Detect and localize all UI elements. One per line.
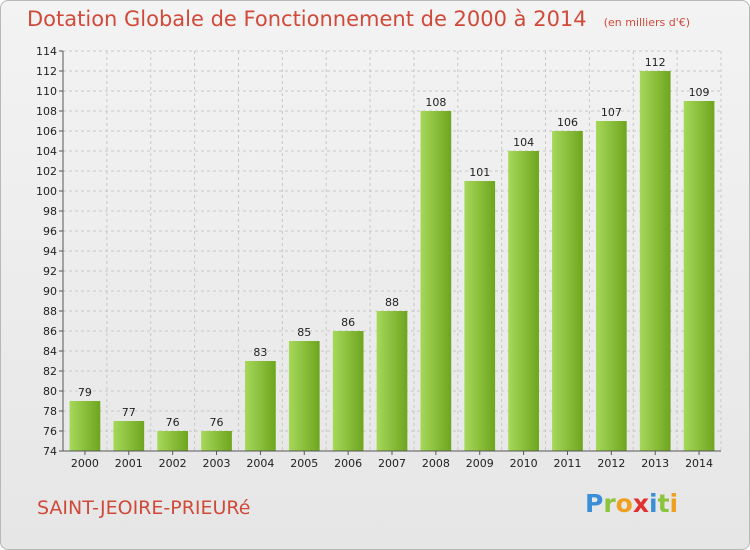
place-name: SAINT-JEOIRE-PRIEURé	[37, 497, 251, 519]
y-tick-label: 96	[43, 225, 57, 238]
data-label: 79	[78, 386, 92, 399]
y-tick-label: 90	[43, 285, 57, 298]
bar	[69, 401, 101, 451]
x-tick-label: 2001	[115, 457, 143, 470]
brand-letter: t	[657, 489, 670, 518]
bar	[376, 311, 408, 451]
x-tick-label: 2011	[553, 457, 581, 470]
bar	[288, 341, 320, 451]
bar	[464, 181, 496, 451]
data-label: 86	[341, 316, 355, 329]
y-tick-label: 76	[43, 425, 57, 438]
data-label: 76	[210, 416, 224, 429]
bar	[113, 421, 145, 451]
x-tick-label: 2014	[685, 457, 713, 470]
x-tick-label: 2006	[334, 457, 362, 470]
title-row: Dotation Globale de Fonctionnement de 20…	[27, 7, 690, 31]
x-tick-label: 2003	[203, 457, 231, 470]
data-label: 107	[601, 106, 622, 119]
x-tick-label: 2009	[466, 457, 494, 470]
y-tick-label: 74	[43, 445, 57, 458]
x-tick-label: 2012	[597, 457, 625, 470]
y-tick-label: 106	[36, 125, 57, 138]
brand-letter: o	[615, 489, 633, 518]
axes	[59, 50, 721, 455]
y-tick-label: 78	[43, 405, 57, 418]
data-label: 112	[645, 56, 666, 69]
y-tick-label: 102	[36, 165, 57, 178]
bars	[69, 71, 715, 451]
data-label: 77	[122, 406, 136, 419]
y-tick-label: 108	[36, 105, 57, 118]
y-tick-label: 98	[43, 205, 57, 218]
data-label: 104	[513, 136, 534, 149]
data-label: 101	[469, 166, 490, 179]
data-label: 76	[166, 416, 180, 429]
x-tick-label: 2013	[641, 457, 669, 470]
data-label: 85	[297, 326, 311, 339]
chart-subtitle: (en milliers d'€)	[603, 16, 691, 29]
brand-letter: i	[649, 489, 658, 518]
y-tick-label: 92	[43, 265, 57, 278]
y-tick-label: 88	[43, 305, 57, 318]
data-label: 88	[385, 296, 399, 309]
x-tick-label: 2008	[422, 457, 450, 470]
data-label: 108	[425, 96, 446, 109]
bar	[420, 111, 452, 451]
y-tick-label: 100	[36, 185, 57, 198]
x-tick-label: 2010	[510, 457, 538, 470]
brand-letter: r	[603, 489, 616, 518]
brand-letter: i	[669, 489, 679, 518]
brand-letter: P	[585, 489, 604, 518]
y-tick-label: 94	[43, 245, 57, 258]
data-label: 106	[557, 116, 578, 129]
x-tick-label: 2007	[378, 457, 406, 470]
labels: 74 76 78 80 82 84 86 88 90 92 94 96 98 100 102 104 106 10…	[36, 45, 713, 470]
y-tick-label: 114	[36, 45, 57, 58]
bar	[245, 361, 276, 451]
bar	[639, 71, 671, 451]
bar	[508, 151, 539, 451]
x-tick-label: 2000	[71, 457, 99, 470]
y-tick-label: 110	[36, 85, 57, 98]
y-tick-label: 80	[43, 385, 57, 398]
bar	[595, 121, 627, 451]
bar	[332, 331, 364, 451]
bar	[201, 431, 232, 451]
bar	[157, 431, 189, 451]
brand-letter: x	[632, 489, 649, 518]
brand-logo: Proxiti	[585, 489, 678, 518]
x-tick-label: 2004	[246, 457, 274, 470]
data-label: 109	[689, 86, 710, 99]
chart-title: Dotation Globale de Fonctionnement de 20…	[27, 7, 587, 31]
y-tick-label: 112	[36, 65, 57, 78]
x-tick-label: 2005	[290, 457, 318, 470]
y-tick-label: 84	[43, 345, 57, 358]
bar	[552, 131, 583, 451]
y-tick-label: 82	[43, 365, 57, 378]
y-tick-label: 104	[36, 145, 57, 158]
bar	[683, 101, 715, 451]
y-tick-label: 86	[43, 325, 57, 338]
data-label: 83	[253, 346, 267, 359]
x-tick-label: 2002	[159, 457, 187, 470]
